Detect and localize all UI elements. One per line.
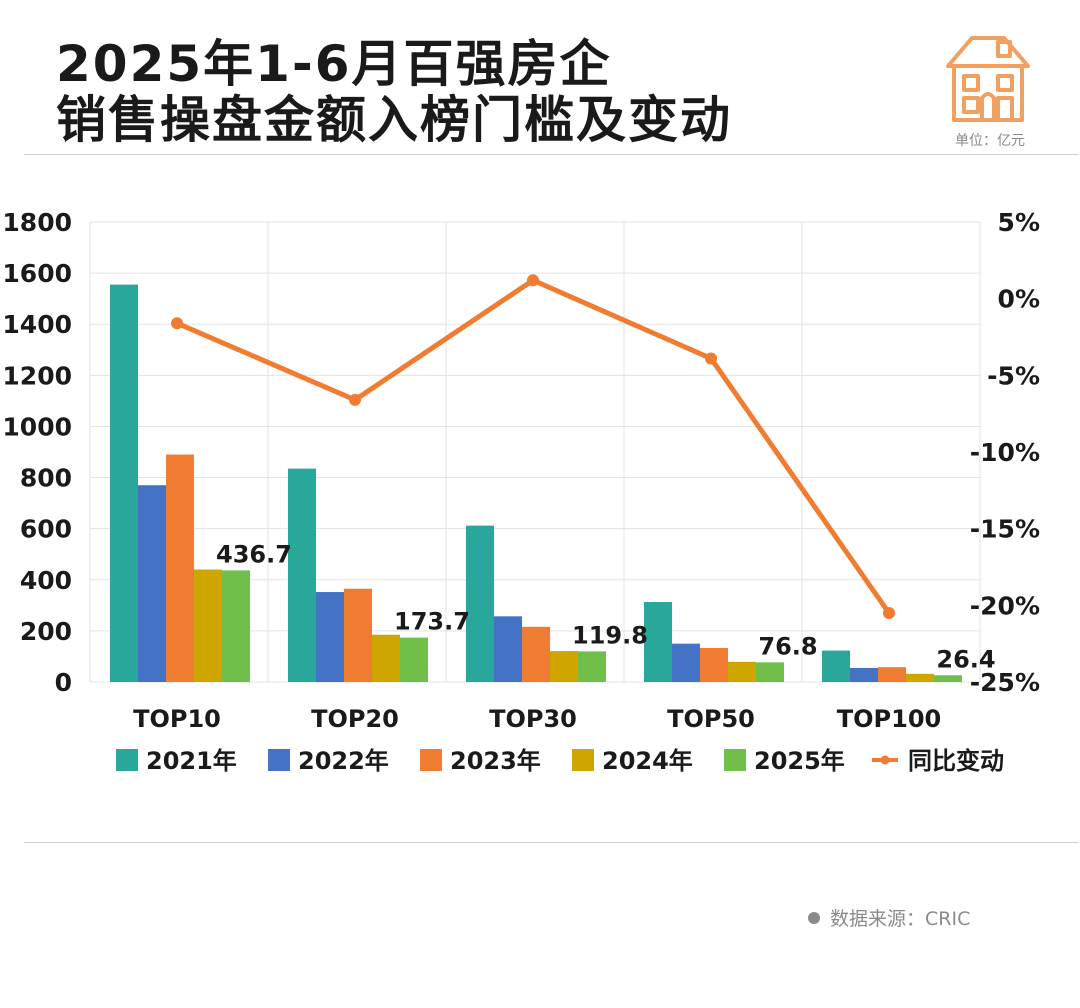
legend-label: 2023年	[450, 747, 541, 775]
bar	[400, 637, 428, 682]
line-point	[705, 352, 717, 365]
x-tick-label: TOP30	[489, 705, 577, 733]
page-subtitle: 销售操盘金额入榜门槛及变动	[56, 91, 732, 149]
bar	[906, 673, 934, 682]
bar	[466, 525, 494, 682]
bar	[756, 662, 784, 682]
x-tick-label: TOP50	[667, 705, 755, 733]
page-title: 2025年1-6月百强房企	[56, 35, 612, 93]
y-left-tick-label: 1400	[2, 310, 72, 339]
bullet-icon	[808, 912, 820, 924]
bar	[166, 454, 194, 682]
bar	[550, 651, 578, 682]
bar	[700, 648, 728, 682]
source-text: 数据来源：CRIC	[830, 908, 971, 930]
line-point	[349, 393, 361, 406]
y-right-tick-label: 0%	[998, 285, 1040, 314]
footer-divider	[24, 842, 1078, 843]
legend-swatch	[572, 749, 594, 771]
y-right-tick-label: -20%	[970, 591, 1040, 620]
y-left-tick-label: 400	[20, 566, 72, 595]
bar	[316, 592, 344, 682]
source-note: 数据来源：CRIC	[808, 904, 970, 931]
y-left-tick-label: 0	[55, 668, 72, 697]
legend-swatch	[420, 749, 442, 771]
line-point	[527, 274, 539, 287]
y-left-tick-label: 1600	[2, 259, 72, 288]
house-icon	[946, 36, 1030, 122]
y-left-tick-label: 1000	[2, 412, 72, 441]
bar	[194, 569, 222, 682]
data-label: 26.4	[936, 645, 995, 673]
bar	[522, 626, 550, 682]
x-tick-label: TOP20	[311, 705, 399, 733]
y-right-tick-label: -25%	[970, 668, 1040, 697]
legend-swatch	[116, 749, 138, 771]
line-point	[171, 317, 183, 330]
bar	[850, 667, 878, 682]
bar	[822, 650, 850, 682]
data-label: 436.7	[216, 540, 292, 568]
y-left-tick-label: 800	[20, 464, 72, 493]
bar	[110, 284, 138, 682]
legend-label: 2021年	[146, 747, 237, 775]
bar	[494, 616, 522, 682]
bar	[288, 468, 316, 682]
bar	[878, 667, 906, 682]
data-label: 76.8	[758, 632, 817, 660]
bar	[372, 634, 400, 682]
legend-swatch	[268, 749, 290, 771]
line-point	[883, 607, 895, 619]
x-tick-label: TOP100	[837, 705, 941, 733]
legend-label: 2022年	[298, 747, 389, 775]
bar	[578, 651, 606, 682]
data-label: 119.8	[572, 621, 648, 649]
legend-label: 2024年	[602, 747, 693, 775]
x-tick-label: TOP10	[133, 705, 221, 733]
legend-line-marker	[880, 755, 890, 765]
y-right-tick-label: -10%	[970, 438, 1040, 467]
y-left-tick-label: 200	[20, 617, 72, 646]
bar	[672, 643, 700, 682]
header-divider	[24, 154, 1078, 155]
bar	[138, 485, 166, 682]
chart: 436.7 173.7 119.8 76.8 26.4 0 200 400 600 800 100…	[2, 208, 1040, 775]
bar	[934, 675, 962, 682]
legend-label: 同比变动	[908, 747, 1004, 775]
y-right-tick-label: 5%	[998, 208, 1040, 237]
y-right-tick-label: -15%	[970, 515, 1040, 544]
bar	[222, 570, 250, 682]
bar	[644, 602, 672, 682]
legend-label: 2025年	[754, 747, 845, 775]
bar	[728, 661, 756, 682]
data-label: 173.7	[394, 608, 470, 636]
unit-label: 单位：亿元	[955, 133, 1025, 149]
bar	[344, 588, 372, 682]
legend-swatch	[724, 749, 746, 771]
y-left-tick-label: 1800	[2, 208, 72, 237]
y-right-tick-label: -5%	[987, 361, 1040, 390]
y-left-tick-label: 600	[20, 515, 72, 544]
y-left-tick-label: 1200	[2, 361, 72, 390]
